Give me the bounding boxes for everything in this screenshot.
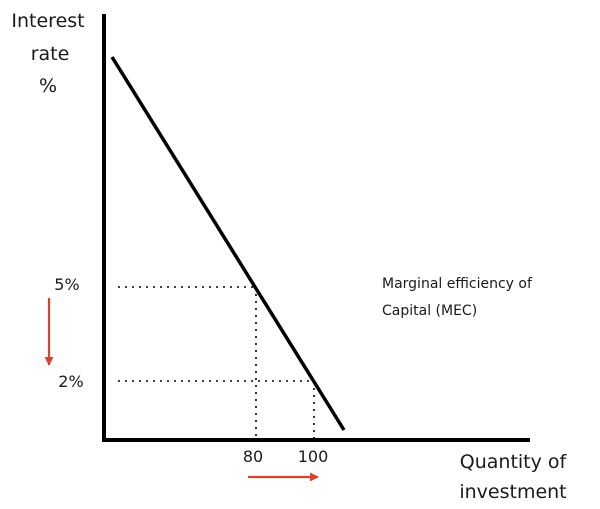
x-tick-100: 100	[298, 447, 329, 466]
mec-curve-label-line2: Capital (MEC)	[382, 303, 477, 319]
x-axis-label-line1: Quantity of	[460, 451, 568, 473]
y-axis-label-line1: Interest	[11, 10, 84, 32]
y-axis-label-line2: rate	[31, 43, 70, 65]
y-axis-label-line3: %	[39, 75, 57, 97]
mec-curve	[110, 56, 346, 431]
y-tick-2pct: 2%	[58, 372, 83, 391]
mec-curve-label-line1: Marginal efficiency of	[382, 276, 533, 292]
x-tick-80: 80	[243, 447, 263, 466]
x-axis-label-line2: investment	[459, 481, 566, 503]
y-tick-5pct: 5%	[54, 275, 79, 294]
